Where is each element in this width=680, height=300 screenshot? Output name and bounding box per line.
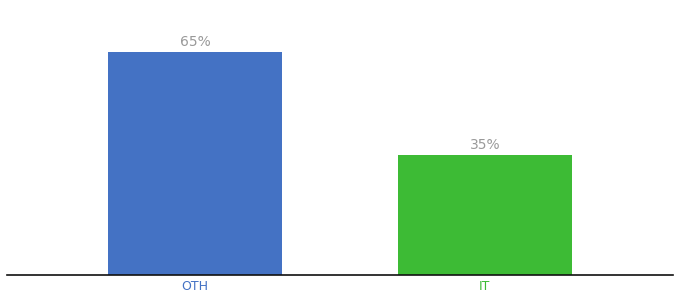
Bar	[398, 155, 572, 275]
Text: 35%: 35%	[469, 138, 500, 152]
Text: 65%: 65%	[180, 35, 211, 49]
Bar	[108, 52, 282, 275]
